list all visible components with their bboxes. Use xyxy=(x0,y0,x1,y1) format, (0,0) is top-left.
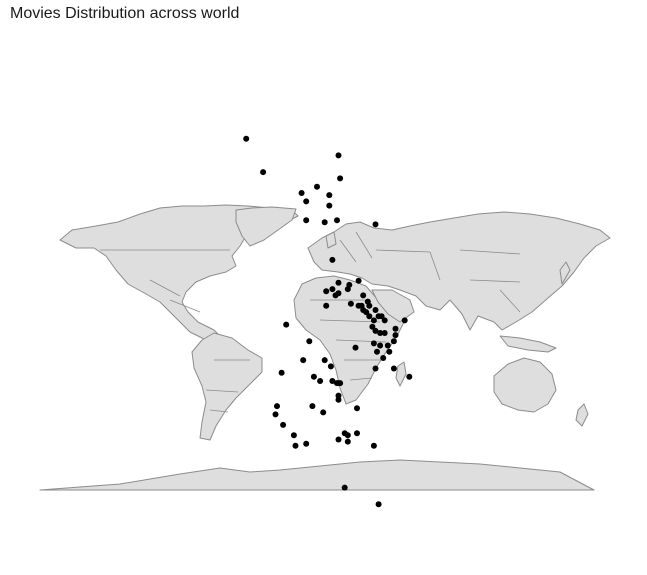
land-masses xyxy=(39,204,611,491)
movie-point-35 xyxy=(352,344,359,351)
movie-point-69 xyxy=(320,409,327,416)
movie-point-57 xyxy=(377,342,384,349)
movie-point-56 xyxy=(370,340,377,347)
movie-point-46 xyxy=(366,313,373,320)
movie-point-1 xyxy=(260,169,267,176)
movie-point-52 xyxy=(369,323,376,330)
movie-point-64 xyxy=(392,325,399,332)
movie-point-45 xyxy=(363,309,370,316)
movie-points xyxy=(243,135,413,508)
land-arabia xyxy=(371,289,415,323)
movie-point-60 xyxy=(386,348,393,355)
movie-point-68 xyxy=(309,403,316,410)
movie-point-75 xyxy=(292,442,299,449)
movie-point-54 xyxy=(377,330,384,336)
movie-point-21 xyxy=(283,321,290,328)
border-lines-eurasia xyxy=(339,231,521,313)
movie-point-43 xyxy=(366,302,373,309)
movie-point-2 xyxy=(298,190,305,196)
movie-point-41 xyxy=(360,292,367,299)
country-borders xyxy=(100,231,521,413)
movie-point-73 xyxy=(290,432,297,439)
movie-point-10 xyxy=(337,175,344,182)
movie-point-11 xyxy=(334,217,340,224)
map-title: Movies Distribution across world xyxy=(10,5,240,22)
land-australia xyxy=(493,357,557,413)
movie-point-7 xyxy=(326,192,333,199)
movie-point-55 xyxy=(381,330,388,336)
movie-point-83 xyxy=(401,317,408,324)
movie-point-53 xyxy=(372,327,379,334)
movie-point-61 xyxy=(380,355,387,361)
land-greenland xyxy=(235,206,297,247)
movie-point-9 xyxy=(335,152,342,159)
movie-point-79 xyxy=(335,436,342,443)
movie-point-31 xyxy=(321,357,328,364)
movie-point-5 xyxy=(314,183,320,190)
movie-point-65 xyxy=(390,338,397,345)
movie-point-23 xyxy=(300,357,307,364)
movie-point-37 xyxy=(347,300,354,307)
land-antarctica xyxy=(39,459,595,491)
movie-point-14 xyxy=(335,279,342,286)
land-north-america xyxy=(59,204,299,341)
movie-point-63 xyxy=(372,365,379,372)
movie-point-0 xyxy=(243,135,250,142)
movie-point-15 xyxy=(329,286,336,293)
movie-point-74 xyxy=(303,440,310,447)
movie-point-16 xyxy=(323,288,330,295)
land-new-zealand xyxy=(575,403,589,427)
movie-point-34 xyxy=(335,392,342,399)
movie-point-12 xyxy=(372,221,379,228)
movie-point-32 xyxy=(329,378,336,384)
land-japan xyxy=(559,261,571,285)
movie-point-59 xyxy=(374,348,380,355)
movie-point-22 xyxy=(306,338,313,345)
movie-point-58 xyxy=(384,342,391,349)
movie-point-38 xyxy=(355,277,362,284)
movie-point-85 xyxy=(375,501,382,508)
border-lines-americas xyxy=(100,249,250,413)
movie-point-50 xyxy=(375,313,382,320)
movie-point-78 xyxy=(354,430,360,437)
border-lines-africa xyxy=(310,299,387,381)
movie-point-67 xyxy=(274,403,280,410)
movie-point-72 xyxy=(280,421,287,428)
movie-point-82 xyxy=(406,373,413,380)
land-madagascar xyxy=(395,361,407,387)
land-south-america xyxy=(191,332,263,441)
movie-point-30 xyxy=(317,378,324,384)
movie-point-13 xyxy=(329,256,336,263)
land-indonesia xyxy=(499,335,557,353)
movie-point-62 xyxy=(390,365,397,372)
movie-point-47 xyxy=(372,307,379,313)
movie-point-26 xyxy=(327,363,334,370)
movie-point-24 xyxy=(278,369,285,376)
movie-point-6 xyxy=(321,219,328,226)
movie-point-17 xyxy=(323,302,330,309)
movie-point-70 xyxy=(354,405,360,412)
movie-point-49 xyxy=(381,317,388,324)
movie-point-3 xyxy=(303,198,310,205)
movie-point-20 xyxy=(332,292,339,299)
movie-point-81 xyxy=(370,442,377,449)
movie-point-4 xyxy=(303,217,310,224)
movie-point-71 xyxy=(272,411,279,418)
movie-point-80 xyxy=(344,432,351,439)
movie-point-36 xyxy=(346,281,353,288)
movie-point-51 xyxy=(370,317,377,324)
movie-point-33 xyxy=(335,396,342,403)
movie-point-84 xyxy=(341,484,348,491)
movie-point-25 xyxy=(310,373,317,380)
movie-point-66 xyxy=(392,332,399,339)
land-eurasia xyxy=(307,211,611,331)
land-britain xyxy=(325,231,337,249)
movie-point-76 xyxy=(344,438,351,445)
movie-point-8 xyxy=(326,202,333,209)
movie-point-29 xyxy=(337,380,344,387)
